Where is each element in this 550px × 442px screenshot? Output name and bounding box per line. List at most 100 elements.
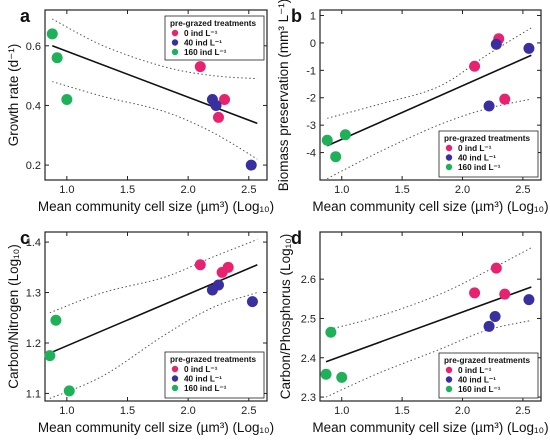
legend-marker	[171, 384, 179, 392]
legend-label: 40 ind L⁻¹	[184, 39, 222, 48]
legend-label: 0 ind L⁻¹	[184, 365, 218, 374]
x-tick-label: 1.5	[394, 184, 409, 196]
legend-label: 160 ind L⁻¹	[184, 48, 227, 57]
y-axis-label: Growth rate (d⁻¹)	[6, 44, 21, 146]
y-tick-label: 0.4	[26, 100, 41, 112]
y-tick-label: -4	[306, 148, 316, 160]
ci-upper-line	[52, 18, 258, 80]
data-point-40-ind	[483, 320, 495, 332]
legend-label: 40 ind L⁻¹	[458, 376, 496, 385]
data-point-0-ind	[499, 288, 511, 300]
y-tick-label: 1	[310, 10, 316, 22]
x-tick-label: 1.5	[394, 405, 409, 417]
panel-a: a 1.0 1.5 2.0 2.5 0.2 0.4 0.6 Mean community cel…	[6, 6, 274, 214]
x-tick-label: 2.5	[515, 184, 530, 196]
y-tick-label: 1.1	[26, 388, 41, 400]
legend-label: 160 ind L⁻¹	[458, 163, 501, 172]
y-tick-label: -3	[306, 120, 316, 132]
ci-lower-line	[327, 98, 532, 180]
data-point-0-ind	[194, 259, 206, 271]
data-point-40-ind	[212, 279, 224, 291]
x-tick-label: 2.5	[241, 405, 256, 417]
y-tick-label: 2.5	[301, 313, 316, 325]
x-axis-label: Mean community cell size (µm³) (Log₁₀)	[38, 199, 274, 214]
legend-marker	[171, 365, 179, 373]
panel-letter: c	[20, 228, 30, 248]
data-point-40-ind	[483, 100, 495, 112]
x-tick-label: 2.0	[180, 405, 195, 417]
data-point-160-ind	[339, 129, 351, 141]
data-point-160-ind	[336, 371, 348, 383]
panel-b: b 1.0 1.5 2.0 2.5 -4 -3 -2 -1 0 1 Mean community ce…	[276, 0, 549, 214]
data-point-0-ind	[212, 111, 224, 123]
legend-label: 40 ind L⁻¹	[458, 154, 496, 163]
data-point-0-ind	[219, 93, 231, 105]
legend-marker	[445, 385, 453, 393]
data-point-40-ind	[489, 311, 501, 322]
legend-label: 160 ind L⁻¹	[184, 384, 227, 393]
legend-box	[438, 130, 539, 178]
x-axis-label: Mean community cell size (µm³) (Log₁₀)	[38, 420, 274, 435]
data-point-160-ind	[63, 385, 75, 397]
x-tick-label: 1.0	[59, 405, 74, 417]
data-point-160-ind	[321, 134, 333, 146]
legend-title: pre-grazed treatments	[170, 355, 256, 364]
ci-upper-line	[49, 239, 258, 314]
data-point-0-ind	[499, 93, 511, 105]
ci-lower-line	[52, 81, 258, 160]
x-tick-label: 2.0	[180, 184, 195, 196]
data-point-0-ind	[194, 61, 206, 73]
regression-line	[326, 54, 532, 147]
data-point-0-ind	[469, 60, 481, 72]
data-point-40-ind	[246, 296, 258, 308]
y-axis-label: Carbon/Phosphorus (Log₁₀)	[278, 234, 293, 400]
plot-frame	[319, 9, 542, 181]
y-tick-label: 2.4	[301, 353, 316, 365]
legend-marker	[171, 375, 179, 382]
data-point-40-ind	[523, 294, 535, 306]
y-tick-label: 1.3	[26, 288, 41, 300]
y-axis-label: Biomass preservation (mm³ L⁻¹)	[276, 0, 291, 191]
y-tick-label: 1.2	[26, 338, 41, 350]
legend-marker	[445, 376, 453, 383]
plot-frame	[319, 231, 542, 402]
legend-label: 0 ind L⁻¹	[458, 144, 492, 153]
data-point-40-ind	[490, 38, 502, 50]
panel-letter: d	[291, 228, 302, 248]
legend-marker	[171, 29, 179, 37]
y-tick-label: 0.6	[26, 41, 41, 53]
legend-marker	[445, 154, 453, 161]
ci-upper-line	[325, 247, 532, 331]
x-tick-label: 2.5	[515, 405, 530, 417]
y-tick-label: -1	[306, 65, 316, 77]
panel-c: c 1.0 1.5 2.0 2.5 1.1 1.2 1.3 1.4 Mean community …	[6, 228, 274, 435]
plot-area	[326, 27, 532, 180]
data-point-40-ind	[210, 99, 222, 111]
data-point-160-ind	[46, 28, 58, 40]
legend-title: pre-grazed treatments	[444, 134, 530, 143]
x-tick-label: 2.0	[455, 184, 470, 196]
legend-marker	[171, 39, 179, 46]
data-point-0-ind	[469, 287, 481, 299]
legend-marker	[445, 163, 453, 171]
data-point-160-ind	[61, 93, 73, 105]
legend-title: pre-grazed treatments	[170, 19, 256, 28]
data-point-160-ind	[51, 52, 63, 64]
legend-box	[164, 351, 265, 399]
y-tick-label: 2.6	[301, 274, 316, 286]
plot-area	[49, 239, 258, 399]
x-tick-label: 2.0	[455, 405, 470, 417]
y-tick-label: 0	[310, 38, 316, 50]
panel-letter: a	[20, 6, 31, 26]
x-tick-label: 1.0	[334, 405, 349, 417]
legend-label: 160 ind L⁻¹	[458, 385, 501, 394]
legend-label: 40 ind L⁻¹	[184, 375, 222, 384]
y-tick-label: -2	[306, 93, 316, 105]
plot-area	[51, 18, 258, 160]
legend-marker	[445, 366, 453, 374]
data-point-160-ind	[44, 350, 56, 362]
y-tick-label: 1.4	[26, 237, 41, 249]
data-point-160-ind	[50, 314, 62, 326]
